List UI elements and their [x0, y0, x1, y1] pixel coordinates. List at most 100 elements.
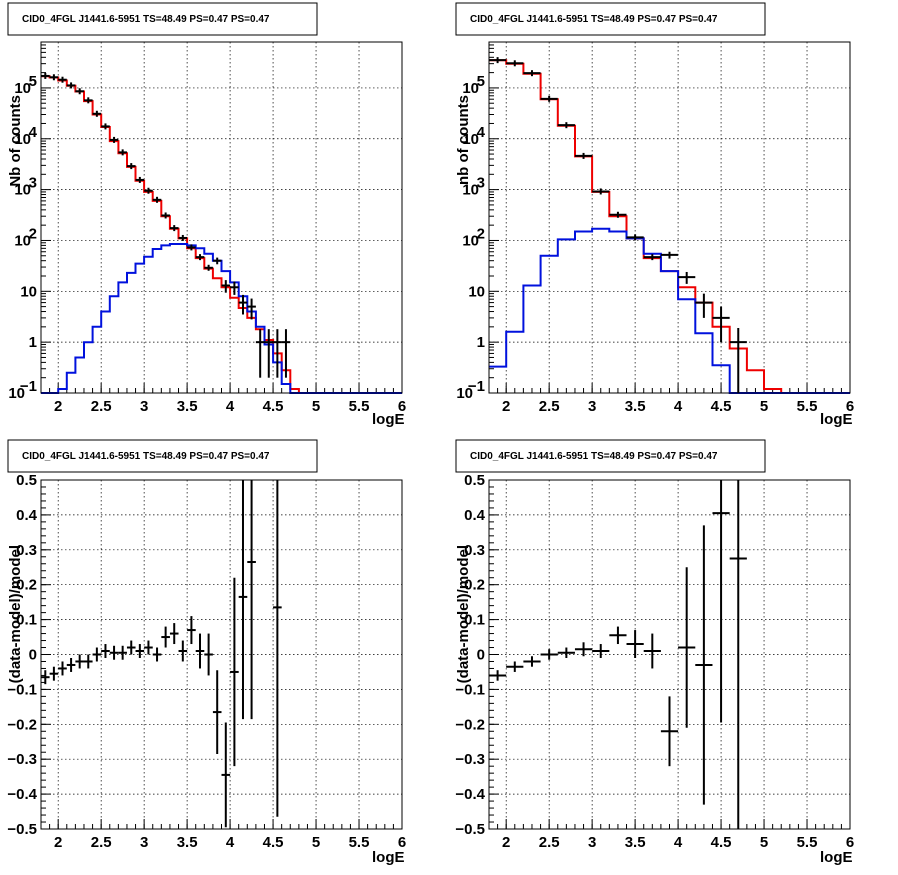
- data-point: [592, 188, 610, 195]
- chart-title: CID0_4FGL J1441.6-5951 TS=48.49 PS=0.47 …: [22, 451, 270, 462]
- data-point: [489, 670, 507, 681]
- x-tick-label: 3: [140, 834, 148, 851]
- y-axis-title: (data-model)/model: [7, 545, 24, 683]
- data-point: [75, 88, 84, 95]
- y-tick-label: 0.3: [16, 542, 37, 559]
- data-point: [221, 722, 231, 828]
- plot-frame: [488, 479, 851, 830]
- grid-lines: [489, 42, 851, 393]
- data-point: [152, 647, 162, 662]
- data-point: [126, 163, 136, 170]
- data-point: [126, 640, 136, 655]
- data-point: [66, 657, 76, 672]
- data-point: [626, 234, 644, 241]
- x-tick-label: 3.5: [625, 398, 646, 415]
- data-point: [195, 633, 205, 669]
- data-point: [281, 329, 291, 378]
- data-point: [729, 327, 747, 393]
- x-axis-title: logE: [820, 849, 853, 866]
- y-tick-label: −0.2: [455, 716, 485, 733]
- chart-title-box: [455, 2, 766, 36]
- data-point: [187, 244, 196, 251]
- x-tick-label: 5: [760, 834, 768, 851]
- data-point: [695, 525, 713, 805]
- y-tick-label: 10: [20, 283, 37, 300]
- data-point: [41, 72, 50, 79]
- x-tick-label: 4: [674, 834, 683, 851]
- data-point: [187, 616, 196, 645]
- data-point: [540, 649, 558, 660]
- data-point: [92, 110, 102, 117]
- data-point: [230, 577, 239, 767]
- y-tick-label: 10: [14, 131, 31, 148]
- y-tick-label: −0.2: [7, 716, 37, 733]
- data-point: [195, 254, 205, 261]
- x-tick-label: 3.5: [177, 398, 198, 415]
- y-tick-label: −0.3: [455, 751, 485, 768]
- y-tick-exponent: 5: [29, 73, 37, 90]
- x-tick-label: 4.5: [263, 398, 284, 415]
- x-tick-label: 5: [312, 398, 320, 415]
- data-point: [118, 645, 127, 660]
- data-point: [523, 70, 541, 77]
- chart-title: CID0_4FGL J1441.6-5951 TS=48.49 PS=0.47 …: [22, 14, 270, 25]
- data-point: [101, 123, 110, 130]
- data-point: [75, 654, 84, 669]
- y-axis-title: nb of counts: [455, 95, 472, 185]
- data-point: [49, 666, 59, 681]
- data-point: [144, 640, 153, 655]
- data-point: [230, 281, 239, 295]
- y-tick-label: 0.5: [464, 472, 485, 489]
- data-point: [660, 696, 679, 767]
- y-tick-label: 0.1: [16, 612, 37, 629]
- data-point: [135, 176, 145, 183]
- y-tick-label: 0.5: [16, 472, 37, 489]
- data-point: [609, 211, 627, 218]
- y-axis-title: Nb of counts: [7, 95, 24, 187]
- y-tick-exponent: 3: [29, 175, 37, 192]
- plot-frame: [40, 41, 403, 394]
- y-tick-label: 0.4: [464, 507, 486, 524]
- y-tick-label: 10: [8, 385, 25, 402]
- chart-title: CID0_4FGL J1441.6-5951 TS=48.49 PS=0.47 …: [470, 451, 718, 462]
- x-tick-label: 4.5: [711, 398, 732, 415]
- data-point: [273, 480, 282, 817]
- data-point: [609, 626, 627, 645]
- data-points: [41, 72, 291, 378]
- data-point: [523, 656, 541, 667]
- y-tick-exponent: 2: [477, 225, 485, 242]
- chart-title-box: [455, 439, 766, 473]
- y-tick-label: 10: [14, 182, 31, 199]
- y-tick-label: −0.3: [7, 751, 37, 768]
- y-tick-exponent: −1: [468, 378, 485, 395]
- data-point: [489, 57, 507, 64]
- data-point: [83, 97, 93, 104]
- data-point: [238, 294, 248, 315]
- data-point: [712, 480, 730, 723]
- data-point: [41, 670, 50, 685]
- x-axis-title: logE: [372, 849, 405, 866]
- chart-panel-1: CID0_4FGL J1441.6-5951 TS=48.49 PS=0.47 …: [7, 2, 406, 428]
- x-tick-label: 5.5: [797, 398, 818, 415]
- y-tick-label: −0.5: [7, 821, 37, 838]
- data-point: [144, 187, 153, 194]
- y-tick-label: −0.1: [7, 681, 37, 698]
- chart-title-box: [7, 2, 318, 36]
- data-point: [109, 645, 119, 660]
- y-tick-label: 0.4: [16, 507, 38, 524]
- x-tick-label: 2: [54, 398, 62, 415]
- data-point: [557, 122, 575, 129]
- y-tick-exponent: 4: [29, 124, 38, 141]
- x-tick-label: 4.5: [711, 834, 732, 851]
- y-tick-label: 10: [462, 80, 479, 97]
- x-tick-label: 6: [398, 398, 406, 415]
- data-point: [695, 293, 713, 318]
- data-point: [506, 661, 524, 672]
- x-tick-label: 2.5: [539, 398, 560, 415]
- data-point: [247, 480, 256, 720]
- data-point: [247, 298, 256, 320]
- chart-panel-2: CID0_4FGL J1441.6-5951 TS=48.49 PS=0.47 …: [455, 2, 854, 428]
- data-point: [255, 329, 265, 378]
- data-point: [92, 647, 102, 662]
- data-point: [49, 74, 59, 81]
